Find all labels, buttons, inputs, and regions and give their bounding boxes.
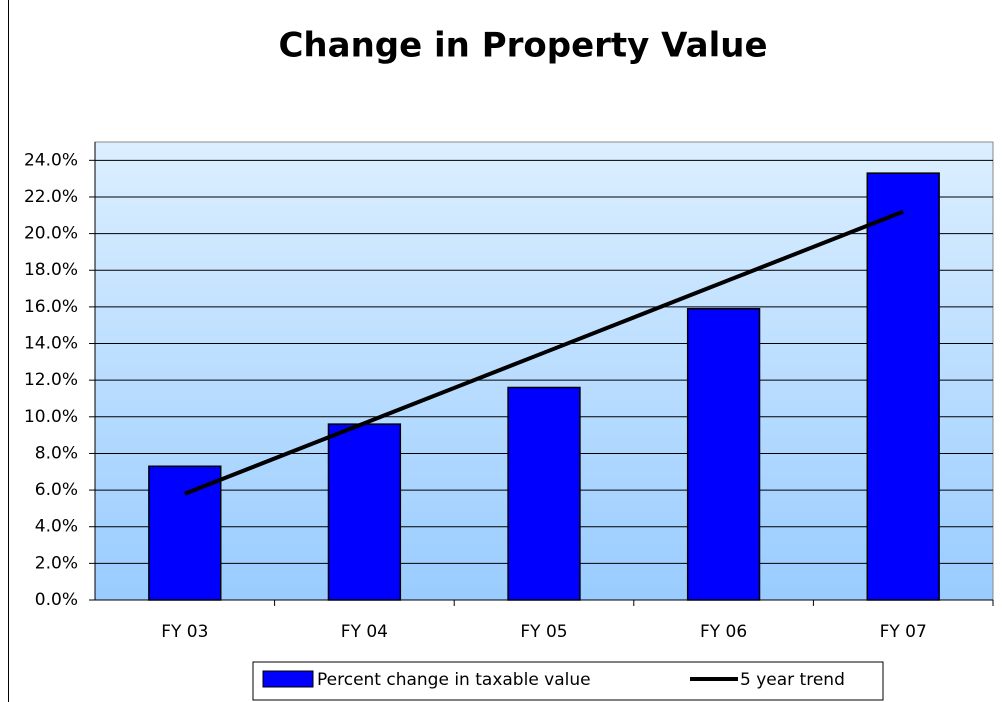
trend-line <box>184 209 904 496</box>
y-tick-label: 22.0% <box>24 187 78 207</box>
y-tick-label: 24.0% <box>24 150 78 170</box>
x-tick-label: FY 06 <box>700 622 747 642</box>
y-tick-label: 0.0% <box>35 590 78 610</box>
x-tick-label: FY 03 <box>161 622 208 642</box>
legend-label: 5 year trend <box>740 670 845 690</box>
x-tick-label: FY 04 <box>341 622 388 642</box>
y-tick-label: 6.0% <box>35 480 78 500</box>
y-tick-label: 4.0% <box>35 517 78 537</box>
y-tick-label: 16.0% <box>24 297 78 317</box>
bar <box>327 423 402 601</box>
x-tick-label: FY 05 <box>520 622 567 642</box>
legend-label: Percent change in taxable value <box>317 670 591 690</box>
bar <box>866 172 940 601</box>
y-tick-label: 10.0% <box>24 407 78 427</box>
y-tick-label: 12.0% <box>24 370 78 390</box>
bar <box>507 386 581 601</box>
y-tick-label: 18.0% <box>24 260 78 280</box>
y-tick-label: 2.0% <box>35 553 78 573</box>
y-tick-label: 20.0% <box>24 224 78 244</box>
x-tick-label: FY 07 <box>880 622 927 642</box>
legend-swatch <box>262 670 314 688</box>
y-tick-label: 14.0% <box>24 334 78 354</box>
legend <box>252 661 884 701</box>
bar <box>148 465 222 601</box>
y-tick-label: 8.0% <box>35 443 78 463</box>
chart-title: Change in Property Value <box>278 26 767 66</box>
bar <box>686 307 761 601</box>
